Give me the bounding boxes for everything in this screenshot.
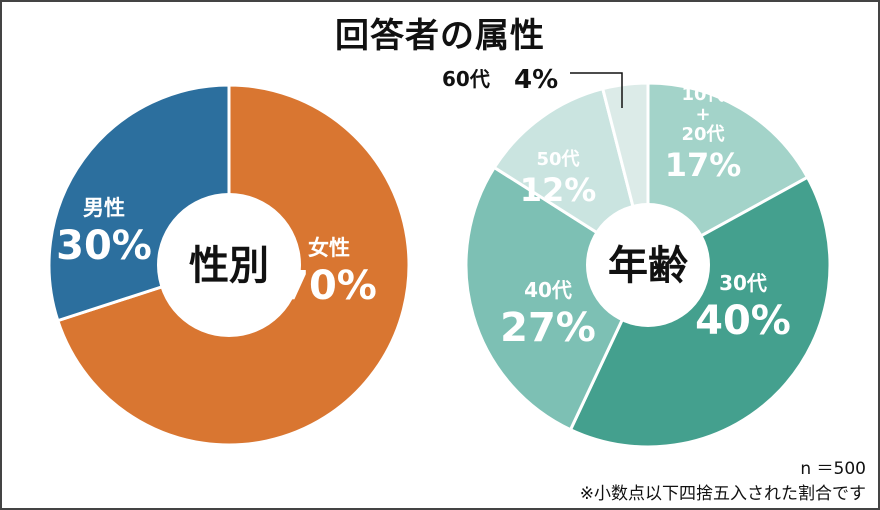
pie-gender: 性別 女性 70% 男性 30%: [47, 83, 411, 447]
pie-center-hole-0: [157, 193, 301, 337]
slice-name-1-1: 30代: [719, 271, 767, 295]
slice-pct-1-0: 17%: [665, 146, 742, 184]
rounding-note: ※小数点以下四捨五入された割合です: [579, 484, 866, 504]
pie-center-label-0: 性別: [189, 243, 269, 289]
slice-pct-0-1: 30%: [56, 223, 152, 269]
pie-slice-1-2: [464, 165, 650, 432]
slice-pct-1-3: 12%: [520, 171, 597, 209]
slice-name-0-0: 女性: [308, 236, 350, 260]
callout-leader-line: [570, 72, 623, 108]
slice-pct-1-2: 27%: [500, 305, 596, 351]
callout-60-pct: 4%: [514, 65, 558, 95]
pie-center-label-1: 年齢: [608, 243, 688, 289]
slice-name-1-3: 50代: [536, 149, 579, 170]
slice-name-0-1: 男性: [83, 196, 125, 220]
sample-size: n ＝500: [800, 459, 866, 479]
callout-60: 60代 4%: [442, 65, 623, 108]
pie-slice-1-1: [568, 175, 832, 449]
chart-title: 回答者の属性: [335, 16, 545, 56]
pie-center-hole-1: [586, 203, 710, 327]
callout-60-name: 60代: [442, 67, 490, 91]
slice-name-1-0: 10代+ 20代: [681, 84, 724, 145]
slice-pct-1-1: 40%: [695, 298, 791, 344]
slice-name-1-2: 40代: [524, 278, 572, 302]
slice-pct-0-0: 70%: [281, 263, 377, 309]
